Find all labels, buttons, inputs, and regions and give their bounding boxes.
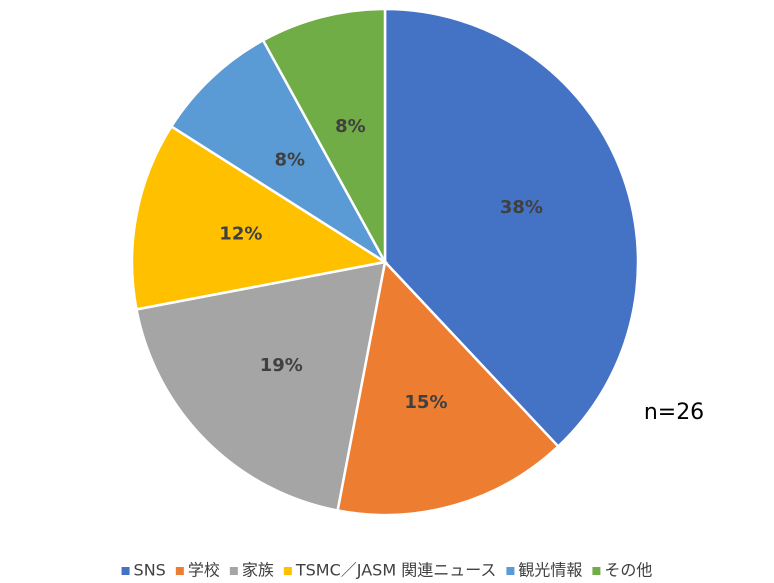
pie-slice: [261, 7, 387, 263]
data-label: 15%: [404, 392, 447, 413]
data-label: 19%: [260, 355, 303, 376]
pie-slice: [130, 124, 389, 311]
legend: SNS 学校 家族 TSMC／JASM 関連ニュース 観光情報 その他: [121, 561, 652, 580]
data-label: 12%: [219, 224, 262, 245]
legend-swatch: [229, 567, 238, 575]
annotation: n=26: [644, 400, 704, 425]
legend-swatch: [592, 567, 601, 575]
pie-slice: [383, 7, 640, 449]
legend-label: 観光情報: [518, 561, 582, 580]
legend-label: SNS: [134, 561, 166, 580]
pie-slice: [169, 38, 387, 264]
legend-label: その他: [604, 561, 652, 580]
legend-label: 学校: [188, 561, 220, 580]
legend-label: TSMC／JASM 関連ニュース: [295, 561, 497, 580]
data-label: 8%: [335, 116, 366, 137]
pie-slice: [135, 260, 387, 512]
data-label: 8%: [274, 150, 305, 171]
legend-label: 家族: [242, 561, 274, 580]
data-label: 38%: [500, 197, 543, 218]
pie-slice: [336, 259, 560, 517]
legend-swatch: [283, 567, 292, 575]
legend-swatch: [506, 567, 515, 575]
legend-swatch: [175, 567, 184, 575]
legend-swatch: [121, 567, 130, 575]
